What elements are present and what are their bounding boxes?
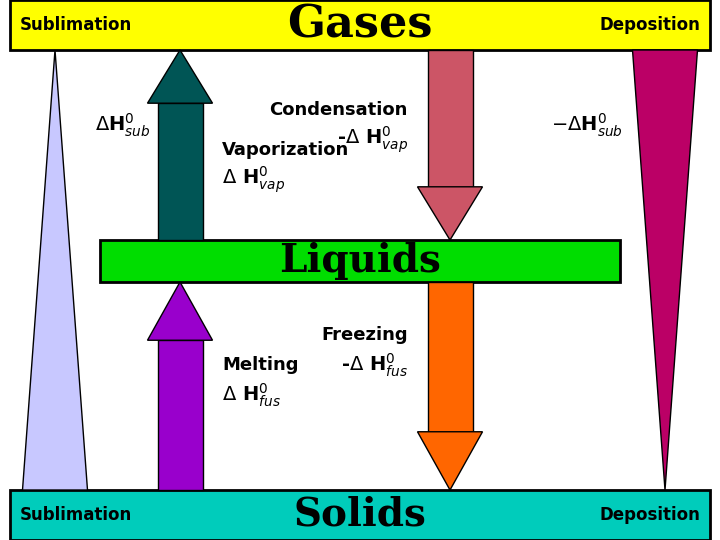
Polygon shape [428, 282, 472, 432]
Text: $\Delta$H$^0_{sub}$: $\Delta$H$^0_{sub}$ [95, 111, 150, 139]
Text: Melting: Melting [222, 356, 299, 374]
Text: $-\Delta$H$^0_{sub}$: $-\Delta$H$^0_{sub}$ [551, 111, 623, 139]
Text: Vaporization: Vaporization [222, 141, 349, 159]
Text: Deposition: Deposition [599, 16, 700, 34]
Text: $\Delta$ H$^0_{fus}$: $\Delta$ H$^0_{fus}$ [222, 381, 281, 409]
Text: Condensation: Condensation [269, 101, 408, 119]
Text: Sublimation: Sublimation [20, 506, 132, 524]
Polygon shape [418, 432, 482, 490]
Polygon shape [158, 103, 202, 240]
Polygon shape [148, 50, 212, 103]
Polygon shape [632, 50, 698, 490]
Text: -$\Delta$ H$^0_{fus}$: -$\Delta$ H$^0_{fus}$ [341, 352, 408, 379]
Text: Gases: Gases [287, 3, 433, 46]
Text: Liquids: Liquids [279, 242, 441, 280]
Polygon shape [22, 50, 88, 490]
Text: $\Delta$ H$^0_{vap}$: $\Delta$ H$^0_{vap}$ [222, 165, 285, 195]
Polygon shape [148, 282, 212, 340]
Text: Deposition: Deposition [599, 506, 700, 524]
Text: -$\Delta$ H$^0_{vap}$: -$\Delta$ H$^0_{vap}$ [337, 125, 408, 156]
Text: Sublimation: Sublimation [20, 16, 132, 34]
Polygon shape [158, 340, 202, 490]
Bar [100, 240, 620, 282]
Bar [10, 0, 710, 50]
Text: Freezing: Freezing [321, 326, 408, 344]
Bar [10, 490, 710, 540]
Polygon shape [418, 187, 482, 240]
Text: Solids: Solids [294, 496, 426, 534]
Polygon shape [428, 50, 472, 187]
